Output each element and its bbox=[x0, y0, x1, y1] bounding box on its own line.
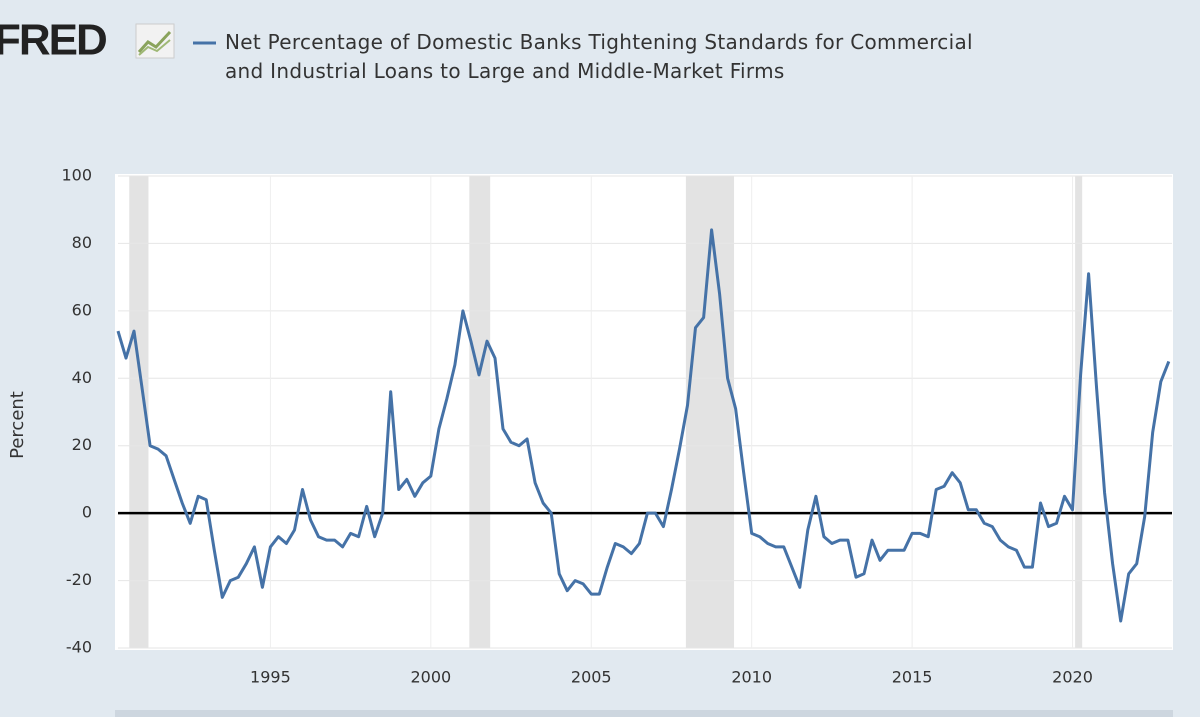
x-tick-label: 1995 bbox=[250, 668, 291, 687]
recession-band bbox=[469, 176, 491, 648]
y-axis-label: Percent bbox=[7, 391, 28, 459]
y-tick-label: 40 bbox=[72, 368, 92, 387]
x-tick-label: 2020 bbox=[1052, 668, 1093, 687]
plot-area bbox=[115, 174, 1173, 650]
y-tick-label: 0 bbox=[82, 503, 92, 522]
x-tick-label: 2010 bbox=[731, 668, 772, 687]
x-tick-label: 2000 bbox=[410, 668, 451, 687]
y-tick-label: 20 bbox=[72, 435, 92, 454]
y-tick-label: 80 bbox=[72, 233, 92, 252]
y-tick-label: 100 bbox=[61, 166, 92, 185]
x-tick-label: 2005 bbox=[571, 668, 612, 687]
recession-band bbox=[129, 176, 149, 648]
y-tick-label: -20 bbox=[66, 570, 92, 589]
legend-label: Net Percentage of Domestic Banks Tighten… bbox=[225, 30, 973, 83]
logo-icon bbox=[135, 23, 175, 59]
y-tick-label: 60 bbox=[72, 300, 92, 319]
data-line bbox=[116, 228, 1171, 623]
scrollbar bbox=[115, 710, 1173, 717]
y-tick-label: -40 bbox=[66, 638, 92, 657]
logo: FRED bbox=[0, 16, 106, 65]
x-tick-label: 2015 bbox=[892, 668, 933, 687]
